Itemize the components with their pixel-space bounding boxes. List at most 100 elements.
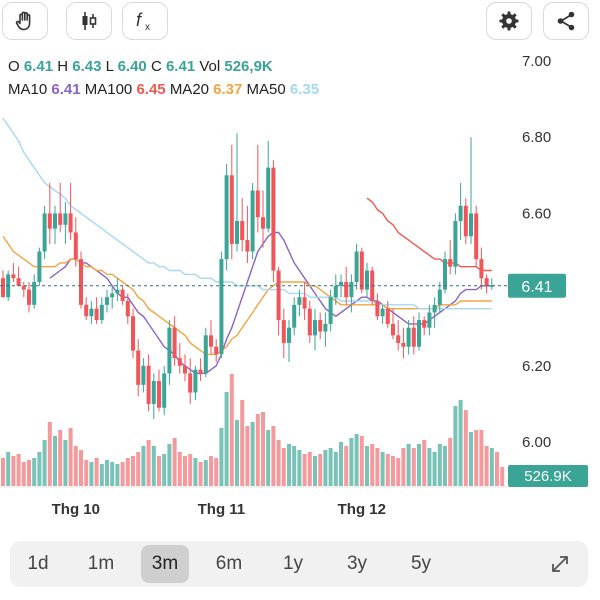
ma50-label: MA50 <box>246 81 286 98</box>
volume-bar <box>94 458 99 486</box>
ma-line-ma20 <box>2 235 492 356</box>
volume-bar <box>16 454 21 486</box>
volume-bar <box>339 442 343 486</box>
candle-body <box>484 278 489 286</box>
candle-body <box>21 285 26 290</box>
last-price-tag <box>508 273 566 298</box>
volume-bar <box>37 452 42 486</box>
ma50-value: 6.35 <box>289 81 320 98</box>
share-button[interactable] <box>543 2 589 40</box>
candle-body <box>479 259 484 279</box>
candle-body <box>240 221 245 241</box>
low-label: L <box>105 58 114 75</box>
candle-body <box>68 213 73 233</box>
fullscreen-button[interactable] <box>536 545 584 583</box>
candle-body <box>136 350 141 385</box>
candle-body <box>339 281 343 286</box>
volume-bar <box>224 392 229 486</box>
candle-body <box>417 320 421 347</box>
candle-body <box>1 278 5 298</box>
volume-bar <box>21 462 26 486</box>
last-price-label: 6.41 <box>521 279 552 296</box>
ma-legend: MA10 6.41 MA100 6.45 MA20 6.37 MA50 6.35 <box>8 81 319 98</box>
function-icon: f x <box>136 10 150 33</box>
hand-tool-button[interactable] <box>2 2 48 40</box>
candle-body <box>287 327 291 343</box>
ma10-value: 6.41 <box>51 81 81 98</box>
volume-bar <box>354 434 359 486</box>
candle-body <box>333 285 338 298</box>
volume-bar <box>105 460 109 486</box>
candle-body <box>37 251 42 282</box>
candle-body <box>292 304 297 328</box>
volume-bar <box>411 448 416 486</box>
candle-body <box>157 381 161 408</box>
volume-bar <box>469 432 473 486</box>
volume-bar <box>448 438 453 486</box>
candle-body <box>214 346 219 355</box>
volume-bar <box>375 448 380 486</box>
period-1y[interactable]: 1y <box>282 553 304 574</box>
open-value: 6.41 <box>23 58 54 75</box>
candle-body <box>193 369 198 393</box>
candle-body <box>229 175 234 244</box>
volume-bar <box>58 430 63 486</box>
candle-body <box>307 308 312 336</box>
candle-body <box>437 289 442 305</box>
y-tick-label: 7.00 <box>522 53 551 70</box>
volume-bar <box>313 456 317 486</box>
candle-body <box>110 293 115 298</box>
period-3m[interactable]: 3m <box>141 545 189 583</box>
price-chart[interactable]: 7.006.806.606.206.00 Thg 10 Thg 11 Thg 12 … <box>0 0 600 530</box>
volume-bar <box>302 454 307 486</box>
candle-body <box>411 327 416 347</box>
candle-body <box>224 175 229 260</box>
x-tick-label: Thg 10 <box>52 501 100 518</box>
volume-bar <box>463 410 468 486</box>
volume-bar <box>110 462 115 486</box>
settings-button[interactable] <box>486 2 532 40</box>
volume-bar <box>209 456 213 486</box>
volume-bar <box>344 446 349 486</box>
volume-bar <box>479 430 484 486</box>
indicators-button[interactable]: f x <box>122 2 168 40</box>
volume-bar <box>120 462 125 486</box>
period-6m[interactable]: 6m <box>215 553 243 574</box>
x-axis: Thg 10 Thg 11 Thg 12 <box>52 501 386 518</box>
candle-body <box>266 167 271 229</box>
candle-body <box>198 369 203 374</box>
x-tick-label: Thg 11 <box>198 501 246 518</box>
candlestick-button[interactable] <box>66 2 112 40</box>
ma100-value: 6.45 <box>136 81 166 98</box>
candle-body <box>297 297 302 305</box>
volume-value: 526,9K <box>224 58 273 75</box>
x-tick-label: Thg 12 <box>338 501 386 518</box>
volume-bar <box>99 464 104 486</box>
period-3y[interactable]: 3y <box>346 553 368 574</box>
candle-body <box>177 358 182 366</box>
volume-bar <box>370 444 375 486</box>
candle-body <box>375 301 380 317</box>
candle-body <box>53 213 57 229</box>
volume-bar <box>177 452 182 486</box>
period-1d[interactable]: 1d <box>27 553 49 574</box>
volume-bar <box>42 440 47 486</box>
candle-body <box>281 320 286 343</box>
close-label: C <box>150 58 162 75</box>
candle-body <box>443 259 447 290</box>
volume-bar <box>328 448 333 486</box>
ma10-label: MA10 <box>8 81 48 98</box>
volume-bar <box>422 440 427 486</box>
period-5y[interactable]: 5y <box>410 553 432 574</box>
volume-bar <box>89 462 94 486</box>
hand-icon <box>15 11 31 31</box>
period-1m[interactable]: 1m <box>87 553 115 574</box>
open-label: O <box>8 58 20 75</box>
candle-body <box>344 281 349 298</box>
volume-bar <box>146 440 151 486</box>
volume-bar <box>11 456 16 486</box>
ma20-label: MA20 <box>169 81 209 98</box>
candle-body <box>401 342 406 347</box>
candle-body <box>42 213 47 252</box>
candle-body <box>141 365 146 385</box>
